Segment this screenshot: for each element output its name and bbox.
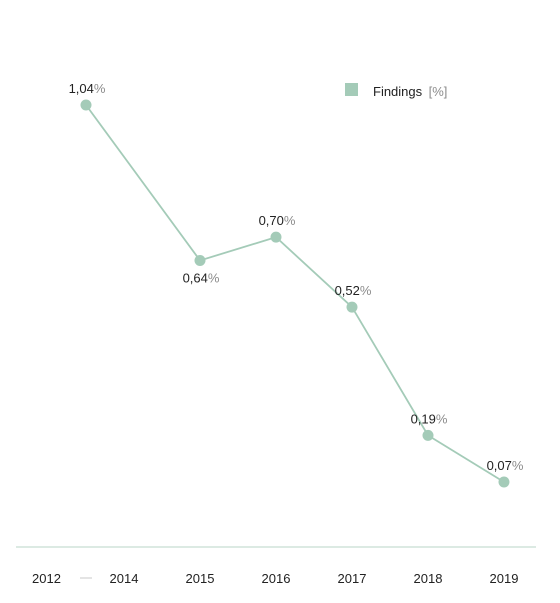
- x-tick-2015: 2015: [186, 571, 215, 586]
- x-tick-2014: 2014: [110, 571, 139, 586]
- data-label-2016: 0,70%: [259, 213, 296, 228]
- x-tick-2016: 2016: [262, 571, 291, 586]
- legend-unit: [%]: [429, 84, 448, 99]
- data-label-2017: 0,52%: [335, 283, 372, 298]
- series-layer: [80, 99, 510, 488]
- data-point-2016: [270, 231, 282, 243]
- data-point-2015: [194, 254, 206, 266]
- data-label-2015: 0,64%: [183, 270, 220, 285]
- data-label-2019: 0,07%: [487, 458, 524, 473]
- data-label-2018: 0,19%: [411, 411, 448, 426]
- svg-text:Findings [%]: Findings [%]: [373, 83, 447, 100]
- legend-swatch: [345, 83, 358, 96]
- data-label-2014: 1,04%: [69, 81, 106, 96]
- value-labels: 1,04% 0,64% 0,70% 0,52% 0,19% 0,07%: [69, 81, 524, 473]
- x-tick-2019: 2019: [490, 571, 519, 586]
- series-line-findings: [85, 104, 505, 483]
- legend: Findings [%]: [345, 83, 447, 100]
- x-axis-ticks: 2012 2014 2015 2016 2017 2018 2019: [32, 571, 518, 586]
- data-point-2019: [498, 476, 510, 488]
- legend-label: Findings: [373, 84, 423, 99]
- data-point-2014: [80, 99, 92, 111]
- data-point-2018: [422, 429, 434, 441]
- data-point-2017: [346, 301, 358, 313]
- x-tick-2012: 2012: [32, 571, 61, 586]
- x-tick-2018: 2018: [414, 571, 443, 586]
- x-tick-2017: 2017: [338, 571, 367, 586]
